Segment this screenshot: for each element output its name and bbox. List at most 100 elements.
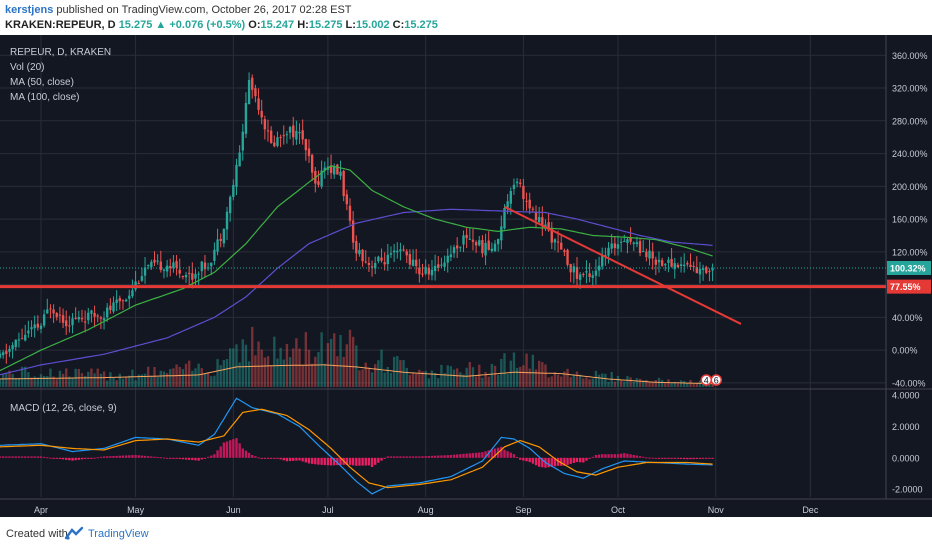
candle-body — [276, 137, 279, 146]
candle-body — [165, 265, 169, 272]
candle-body — [572, 266, 576, 273]
macd-histogram-bar — [465, 453, 468, 458]
macd-histogram-bar — [503, 449, 506, 458]
chart-area[interactable]: 4 6 360.00% 320.00% 280.00% 240.00% 200.00% 160… — [0, 35, 932, 517]
macd-histogram-bar — [377, 457, 380, 463]
volume-bar — [348, 329, 352, 387]
candle-body — [686, 263, 689, 265]
macd-histogram-bar — [348, 457, 352, 465]
volume-bar — [102, 371, 106, 387]
event-marker-icon[interactable] — [710, 374, 723, 386]
macd-histogram-bar — [232, 439, 235, 458]
macd-histogram-bar — [364, 457, 367, 466]
volume-bar — [222, 360, 226, 387]
candle-body — [651, 251, 654, 259]
macd-tick-label: 0.0000 — [892, 453, 920, 463]
candle-body — [137, 283, 140, 285]
candle-body — [629, 237, 632, 242]
candle-body — [52, 309, 55, 314]
candle-body — [490, 248, 494, 251]
candle-body — [512, 184, 516, 189]
volume-bar — [247, 361, 251, 387]
macd-histogram-bar — [65, 457, 68, 460]
macd-histogram-bar — [604, 454, 607, 458]
chart-canvas[interactable]: 4 6 360.00% 320.00% 280.00% 240.00% 200.00% 160… — [0, 35, 932, 517]
volume-bar — [39, 374, 43, 387]
footer-bar: Created with TradingView — [0, 517, 932, 550]
candle-body — [370, 266, 374, 268]
volume-bar — [443, 373, 446, 387]
volume-bar — [670, 383, 673, 387]
candle-body — [664, 264, 667, 266]
time-tick-label: Apr — [34, 505, 48, 515]
tradingview-brand-link[interactable]: TradingView — [88, 528, 149, 540]
macd-histogram-bar — [83, 457, 87, 459]
candle-body — [383, 262, 386, 265]
macd-histogram-bar — [553, 457, 557, 467]
volume-bar — [200, 368, 203, 387]
candle-body — [695, 267, 699, 274]
macd-tick-label: -2.0000 — [892, 485, 923, 495]
volume-bar — [405, 367, 408, 387]
candle-body — [320, 170, 323, 187]
volume-bar — [339, 334, 342, 387]
candle-body — [251, 77, 254, 90]
candle-body — [90, 310, 93, 314]
price-badge — [887, 260, 931, 275]
macd-histogram-bar — [55, 457, 58, 459]
candle-body — [55, 312, 58, 317]
macd-histogram-bar — [323, 457, 326, 466]
up-arrow-icon: ▲ — [155, 19, 167, 31]
macd-histogram-bar — [333, 457, 336, 466]
macd-histogram-bar — [279, 457, 282, 460]
resistance-trendline[interactable] — [504, 205, 742, 325]
macd-histogram-bar — [244, 450, 248, 458]
macd-histogram-bar — [90, 457, 93, 459]
macd-histogram-bar — [121, 455, 125, 458]
volume-bar — [80, 373, 84, 387]
volume-bar — [228, 348, 232, 387]
macd-histogram-bar — [645, 457, 648, 459]
macd-histogram-bar — [298, 457, 301, 461]
macd-histogram-bar — [8, 456, 11, 458]
volume-bar — [14, 378, 17, 387]
publish-line: kerstjens published on TradingView.com, … — [5, 4, 352, 16]
volume-bar — [692, 383, 695, 387]
macd-histogram-bar — [525, 457, 528, 462]
volume-bar — [449, 366, 453, 387]
candle-body — [440, 264, 443, 266]
volume-bar — [109, 372, 112, 387]
candle-body — [285, 134, 289, 136]
candle-body — [194, 273, 197, 279]
volume-bar — [310, 363, 314, 387]
volume-bar — [427, 378, 430, 387]
volume-bar — [474, 376, 478, 387]
macd-histogram-bar — [519, 457, 522, 460]
candle-body — [500, 226, 503, 241]
candle-body — [534, 211, 538, 221]
candle-body — [405, 251, 408, 256]
macd-histogram-bar — [664, 457, 667, 459]
macd-histogram-bar — [219, 446, 222, 458]
macd-histogram-bar — [225, 441, 229, 458]
volume-bar — [525, 353, 528, 387]
volume-bar — [203, 373, 207, 387]
macd-histogram-bar — [449, 455, 453, 458]
volume-bar — [563, 371, 566, 387]
volume-bar — [701, 384, 705, 387]
candle-body — [106, 307, 109, 318]
candle-body — [544, 224, 547, 228]
macd-histogram-bar — [124, 455, 128, 458]
macd-histogram-bar — [80, 457, 84, 460]
candle-body — [638, 241, 642, 253]
author-link[interactable]: kerstjens — [5, 4, 54, 16]
candle-body — [613, 243, 617, 249]
volume-bar — [478, 364, 481, 387]
macd-histogram-bar — [512, 454, 516, 458]
candle-body — [333, 166, 336, 175]
macd-histogram-bar — [676, 457, 680, 459]
time-tick-label: Jun — [226, 505, 241, 515]
candle-body — [386, 254, 390, 265]
candle-body — [585, 271, 588, 273]
volume-bar — [591, 378, 594, 387]
